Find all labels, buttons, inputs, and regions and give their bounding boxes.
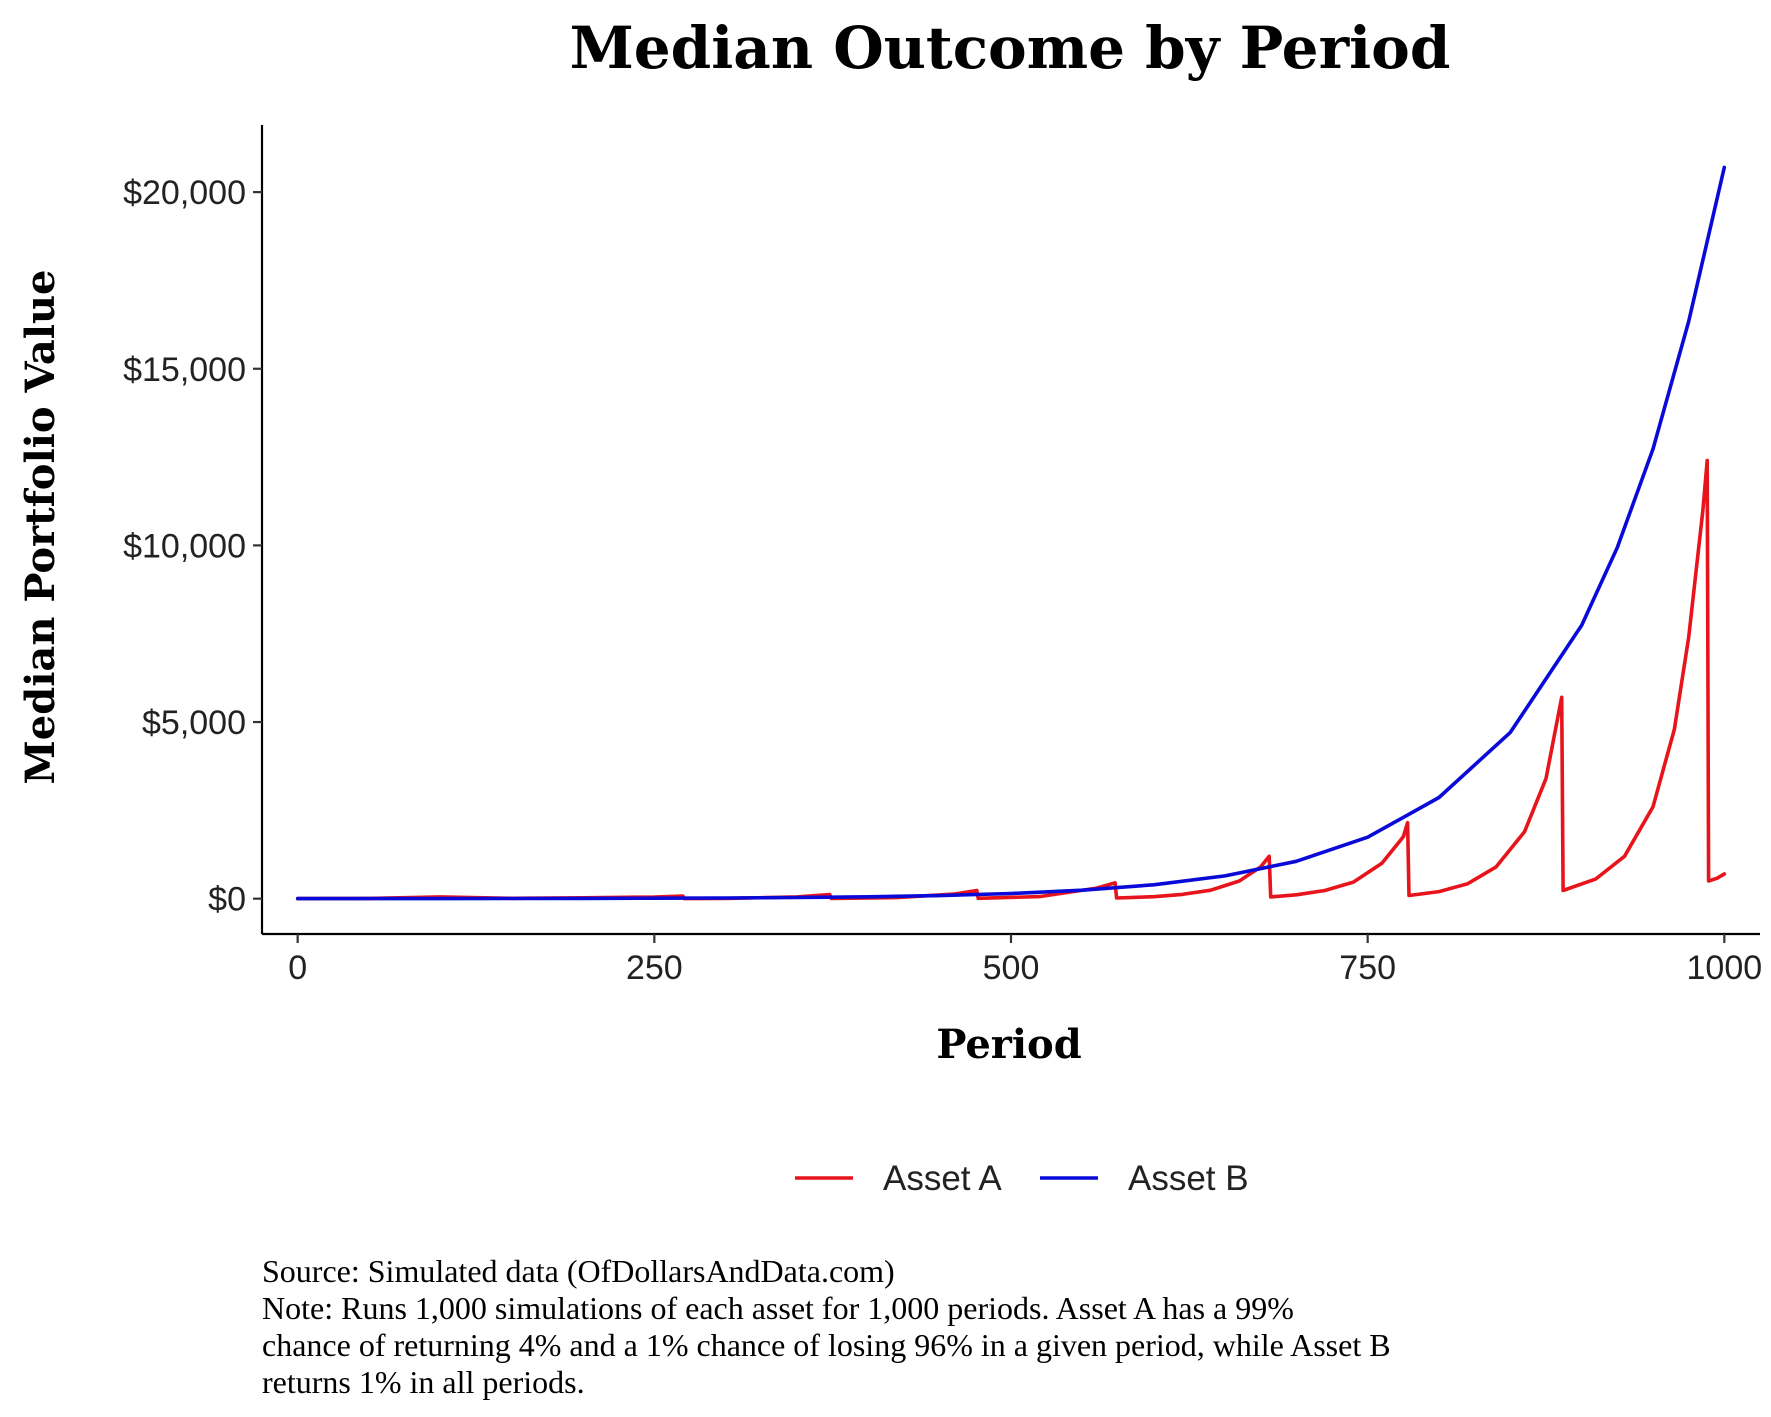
x-tick-label: 250 [626,949,683,987]
y-tick-label: $15,000 [123,351,246,389]
legend-label-asset-b: Asset B [1128,1159,1249,1198]
y-tick-label: $10,000 [123,527,246,565]
y-axis-title: Median Portfolio Value [17,270,64,785]
caption-note-line-2: chance of returning 4% and a 1% chance o… [262,1327,1391,1363]
legend-label-asset-a: Asset A [883,1159,1002,1198]
x-tick-label: 500 [983,949,1040,987]
chart-title: Median Outcome by Period [570,14,1451,82]
plot-series [295,165,1727,901]
x-tick-label: 0 [288,949,307,987]
legend: Asset A Asset B [795,1159,1249,1198]
caption-note-line-3: returns 1% in all periods. [262,1364,585,1400]
y-tick-label: $0 [208,881,246,919]
y-axis: $0 $5,000 $10,000 $15,000 $20,000 [123,125,264,934]
caption-note-line-1: Note: Runs 1,000 simulations of each ass… [262,1290,1294,1326]
x-axis-title: Period [936,1021,1081,1068]
caption: Source: Simulated data (OfDollarsAndData… [262,1253,1391,1400]
y-tick-label: $20,000 [123,174,246,212]
x-tick-label: 750 [1339,949,1396,987]
series-line-asset-b [295,165,1727,901]
series-line-asset-a [295,458,1727,901]
x-axis: 0 250 500 750 1000 [262,932,1763,987]
caption-source: Source: Simulated data (OfDollarsAndData… [262,1253,895,1289]
x-tick-label: 1000 [1687,949,1763,987]
y-tick-label: $5,000 [142,704,246,742]
